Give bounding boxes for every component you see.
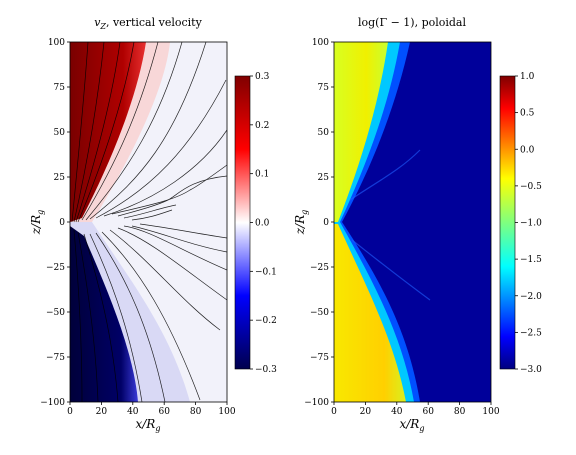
panel1-x-axis: 0 20 40 60 80 100 (67, 402, 236, 417)
panel1-xlabel: x/Rg (136, 417, 161, 433)
y-tick-label: 25 (318, 173, 330, 183)
panel1-colorbar (234, 75, 251, 370)
colorbar-tick-label: −3.0 (520, 365, 542, 375)
x-tick-label: 60 (422, 407, 434, 417)
panel2-title: log(Γ − 1), poloidal (358, 16, 467, 29)
panel-vertical-velocity: vZ, vertical velocity (29, 16, 277, 433)
panel1-colorbar-ticks: 0.3 0.2 0.1 0.0 −0.1 −0.2 −0.3 (250, 72, 277, 375)
colorbar-tick-label: 0.0 (520, 145, 535, 155)
colorbar-tick-label: 0.2 (255, 121, 269, 131)
y-tick-label: 0 (59, 218, 65, 228)
y-tick-label: 75 (318, 83, 330, 93)
y-tick-label: −75 (310, 353, 329, 363)
panel1-contours (71, 42, 227, 402)
y-tick-label: −50 (310, 308, 329, 318)
x-tick-label: 40 (127, 407, 139, 417)
panel1-title: vZ, vertical velocity (94, 16, 202, 31)
panel2-x-axis: 0 20 40 60 80 100 (331, 402, 500, 417)
colorbar-tick-label: 0.1 (255, 170, 269, 180)
y-tick-label: 50 (318, 128, 330, 138)
colorbar-tick-label: −2.0 (520, 292, 542, 302)
colorbar-tick-label: −2.5 (520, 328, 542, 338)
panel1-heatmap (70, 42, 227, 402)
y-tick-label: −50 (46, 308, 65, 318)
y-tick-label: 0 (323, 218, 329, 228)
y-tick-label: −100 (304, 398, 329, 408)
colorbar-tick-label: 0.0 (255, 219, 270, 229)
colorbar-tick-label: −0.3 (255, 365, 277, 375)
panel-lorentz-factor: log(Γ − 1), poloidal 100 75 50 25 0 −25 −50 −75… (293, 16, 542, 433)
colorbar-tick-label: −0.2 (255, 316, 277, 326)
colorbar-tick-label: 0.5 (520, 109, 535, 119)
panel2-heatmap (334, 42, 491, 402)
colorbar-tick-label: −0.1 (255, 267, 277, 277)
panel2-y-axis: 100 75 50 25 0 −25 −50 −75 −100 (304, 38, 334, 408)
panel1-y-axis: 100 75 50 25 0 −25 −50 −75 −100 (40, 38, 70, 408)
colorbar-tick-label: 1.0 (520, 72, 535, 82)
x-tick-label: 20 (96, 407, 108, 417)
panel2-ylabel: z/Rg (293, 210, 309, 236)
y-tick-label: 50 (54, 128, 66, 138)
panel2-colorbar-ticks: 1.0 0.5 0.0 −0.5 −1.0 −1.5 −2.0 −2.5 −3.0 (515, 72, 542, 375)
x-tick-label: 100 (218, 407, 235, 417)
y-tick-label: −100 (40, 398, 65, 408)
x-tick-label: 0 (331, 407, 337, 417)
y-tick-label: −25 (310, 263, 329, 273)
x-tick-label: 20 (360, 407, 372, 417)
colorbar-tick-label: −1.5 (520, 255, 542, 265)
x-tick-label: 100 (482, 407, 499, 417)
y-tick-label: 100 (48, 38, 65, 48)
x-tick-label: 60 (158, 407, 170, 417)
y-tick-label: 25 (54, 173, 66, 183)
panel2-xlabel: x/Rg (400, 417, 425, 433)
x-tick-label: 80 (190, 407, 202, 417)
x-tick-label: 80 (454, 407, 466, 417)
panel1-ylabel: z/Rg (29, 210, 45, 236)
y-tick-label: −25 (46, 263, 65, 273)
colorbar-tick-label: 0.3 (255, 72, 270, 82)
colorbar-tick-label: −0.5 (520, 182, 542, 192)
colorbar-tick-label: −1.0 (520, 219, 542, 229)
y-tick-label: 100 (312, 38, 329, 48)
x-tick-label: 40 (391, 407, 403, 417)
panel2-colorbar (499, 75, 516, 370)
y-tick-label: −75 (46, 353, 65, 363)
x-tick-label: 0 (67, 407, 73, 417)
y-tick-label: 75 (54, 83, 66, 93)
